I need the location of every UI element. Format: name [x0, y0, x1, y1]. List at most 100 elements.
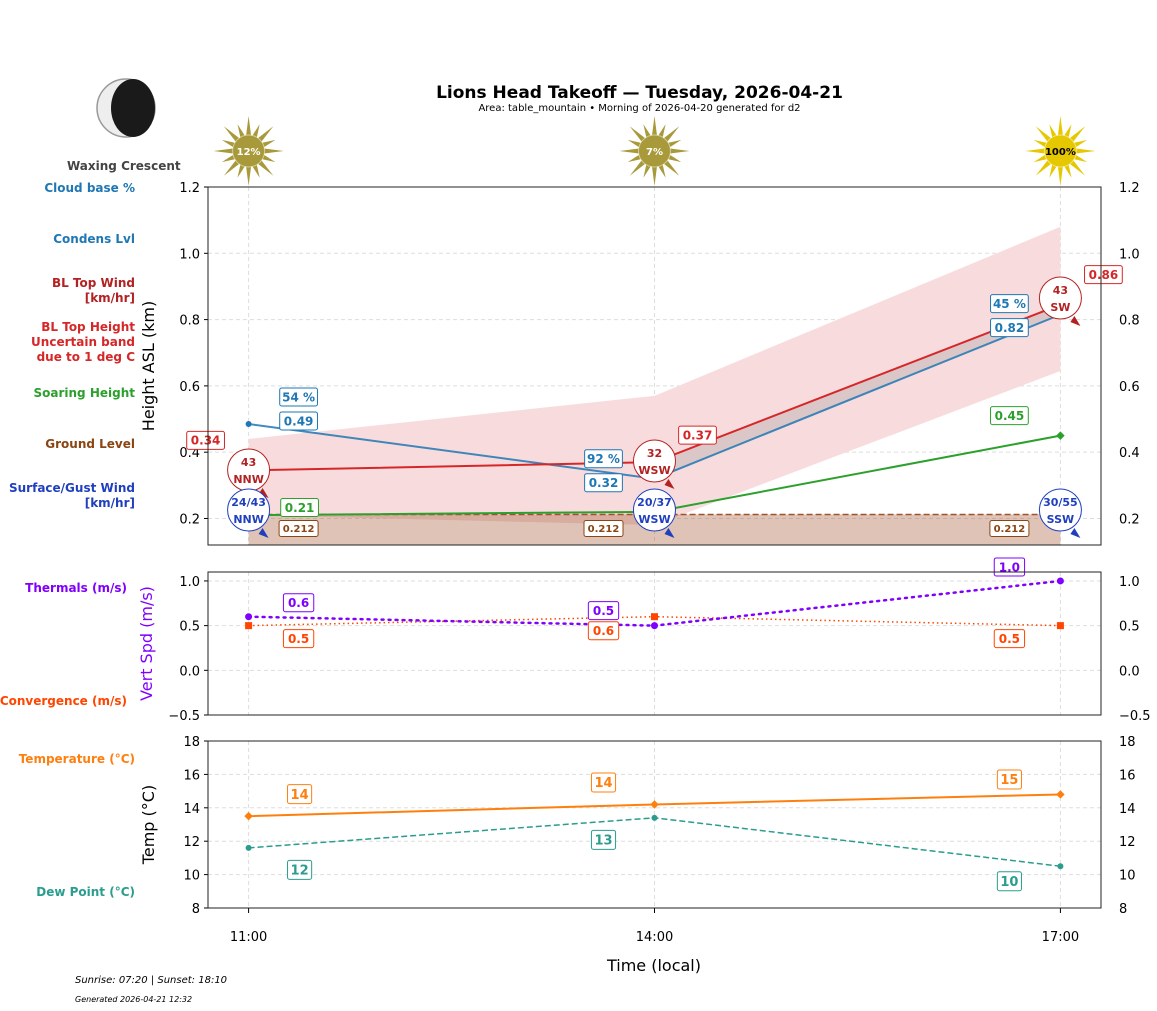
y-tick-label-left: 18	[183, 735, 200, 750]
surface-wind-direction: WSW	[638, 513, 670, 526]
thermals-label: 0.6	[288, 596, 309, 610]
surface-wind-circle	[1038, 488, 1082, 532]
sun-icon	[1043, 134, 1077, 168]
y-tick-label-left: 1.2	[179, 181, 200, 196]
y-tick-label-right: 0.4	[1119, 446, 1140, 461]
legend-label: Ground Level	[45, 437, 135, 451]
legend-label: Surface/Gust Wind [km/hr]	[9, 481, 135, 510]
sun-rays-icon	[213, 116, 284, 186]
dew-point-label-box	[287, 859, 313, 880]
temperature-label-box	[287, 784, 313, 805]
soaring-point	[1056, 431, 1065, 440]
sunrise-sunset: Sunrise: 07:20 | Sunset: 18:10	[75, 975, 228, 986]
temperature-label: 15	[1000, 773, 1018, 788]
bl-top-wind-direction: WSW	[638, 464, 670, 477]
bl-top-label: 0.86	[1089, 268, 1119, 282]
generated-timestamp: Generated 2026-04-21 12:32	[75, 995, 193, 1004]
bl-top-wind-direction: NNW	[233, 473, 264, 486]
x-axis-label: Time (local)	[606, 956, 701, 975]
thermals-label-box	[993, 557, 1026, 577]
bl-top-wind-circle	[1038, 276, 1082, 320]
ground-level-label: 0.212	[283, 524, 315, 535]
bl-top-wind-speed: 43	[241, 456, 256, 469]
sun-rays-icon	[619, 116, 690, 186]
chart-title: Lions Head Takeoff — Tuesday, 2026-04-21	[436, 83, 843, 103]
soaring-label-box	[280, 497, 319, 517]
temperature-label-box	[590, 772, 617, 793]
convergence-point	[245, 622, 253, 630]
convergence-label-box	[993, 629, 1026, 649]
y-axis-label: Vert Spd (m/s)	[137, 586, 156, 701]
soaring-label: 0.21	[285, 501, 315, 515]
temperature-label-box	[996, 769, 1022, 790]
bl-top-label: 0.37	[683, 428, 713, 442]
convergence-label: 0.6	[593, 624, 614, 638]
y-tick-label-right: 1.0	[1119, 575, 1140, 590]
convergence-label-box	[587, 621, 620, 641]
sun-percent-label: 7%	[646, 147, 663, 158]
legend-label: Thermals (m/s)	[25, 581, 127, 595]
y-tick-label-left: 0.2	[179, 512, 200, 527]
dew-point-label: 13	[594, 834, 612, 849]
cloud-base-pct-label: 92 %	[587, 452, 620, 466]
surface-wind-circle	[227, 488, 271, 532]
y-tick-label-right: 1.2	[1119, 181, 1140, 196]
y-tick-label-left: 16	[183, 768, 200, 783]
chart-subtitle: Area: table_mountain • Morning of 2026-0…	[478, 103, 801, 114]
surface-wind-speed: 30/55	[1043, 496, 1078, 509]
y-tick-label-left: −0.5	[168, 709, 200, 724]
y-axis-label: Temp (°C)	[139, 785, 158, 865]
y-tick-label-right: 0.2	[1119, 512, 1140, 527]
legend-label: Soaring Height	[33, 386, 136, 400]
thermals-point	[651, 622, 658, 630]
y-tick-label-right: 16	[1119, 768, 1136, 783]
surface-wind-direction: SSW	[1047, 513, 1074, 526]
axes-frame	[207, 186, 1102, 546]
temperature-label: 14	[291, 788, 309, 803]
bl-top-label: 0.34	[191, 434, 221, 448]
bl-top-wind-speed: 32	[647, 447, 662, 460]
condens-lvl-label-box	[584, 473, 623, 493]
bl-top-wind-arrow-icon	[664, 479, 675, 489]
y-tick-label-left: 0.6	[179, 380, 200, 395]
sun-icon	[232, 134, 266, 168]
thermals-point	[1056, 577, 1064, 585]
bl-top-wind-arrow-icon	[258, 488, 269, 498]
convergence-point	[651, 613, 658, 621]
convergence-label-box	[282, 629, 315, 649]
bl-top-wind-arrow-icon	[1070, 316, 1081, 326]
bl-top-wind-direction: SW	[1050, 301, 1070, 314]
legend-label: Cloud base %	[44, 181, 135, 195]
dew-point-label: 10	[1000, 875, 1018, 890]
bl-top-label-box	[186, 430, 225, 450]
surface-wind-arrow-icon	[664, 528, 675, 538]
condens-lvl-label: 0.32	[589, 476, 619, 490]
y-tick-label-left: 14	[183, 802, 200, 817]
axes-frame	[207, 571, 1102, 716]
ground-level-label: 0.212	[994, 524, 1026, 535]
y-tick-label-right: −0.5	[1119, 709, 1151, 724]
y-tick-label-right: 8	[1119, 902, 1127, 917]
y-tick-label-right: 0.5	[1119, 620, 1140, 635]
y-tick-label-left: 0.0	[179, 664, 200, 679]
bl-top-wind-circle	[633, 439, 676, 483]
surface-wind-arrow-icon	[1070, 528, 1081, 538]
sun-percent-label: 100%	[1045, 147, 1076, 158]
condens-lvl-label-box	[990, 318, 1029, 338]
thermals-label: 1.0	[999, 560, 1020, 574]
y-tick-label-left: 1.0	[179, 247, 200, 262]
condens-lvl-label: 0.82	[995, 321, 1025, 335]
surface-wind-speed: 20/37	[637, 496, 672, 509]
y-axis-label: Height ASL (km)	[139, 301, 158, 431]
legend-label: Dew Point (°C)	[36, 885, 135, 899]
cloud-base-pct-label: 54 %	[282, 390, 315, 404]
dew-point-point	[651, 814, 658, 821]
legend-label: Condens Lvl	[53, 232, 135, 246]
convergence-label: 0.5	[999, 632, 1020, 646]
soaring-label-box	[990, 406, 1029, 426]
sun-icon	[638, 134, 671, 168]
x-tick-label: 17:00	[1042, 930, 1079, 945]
bl-top-label-box	[1084, 265, 1123, 285]
soaring-label: 0.45	[995, 409, 1025, 423]
